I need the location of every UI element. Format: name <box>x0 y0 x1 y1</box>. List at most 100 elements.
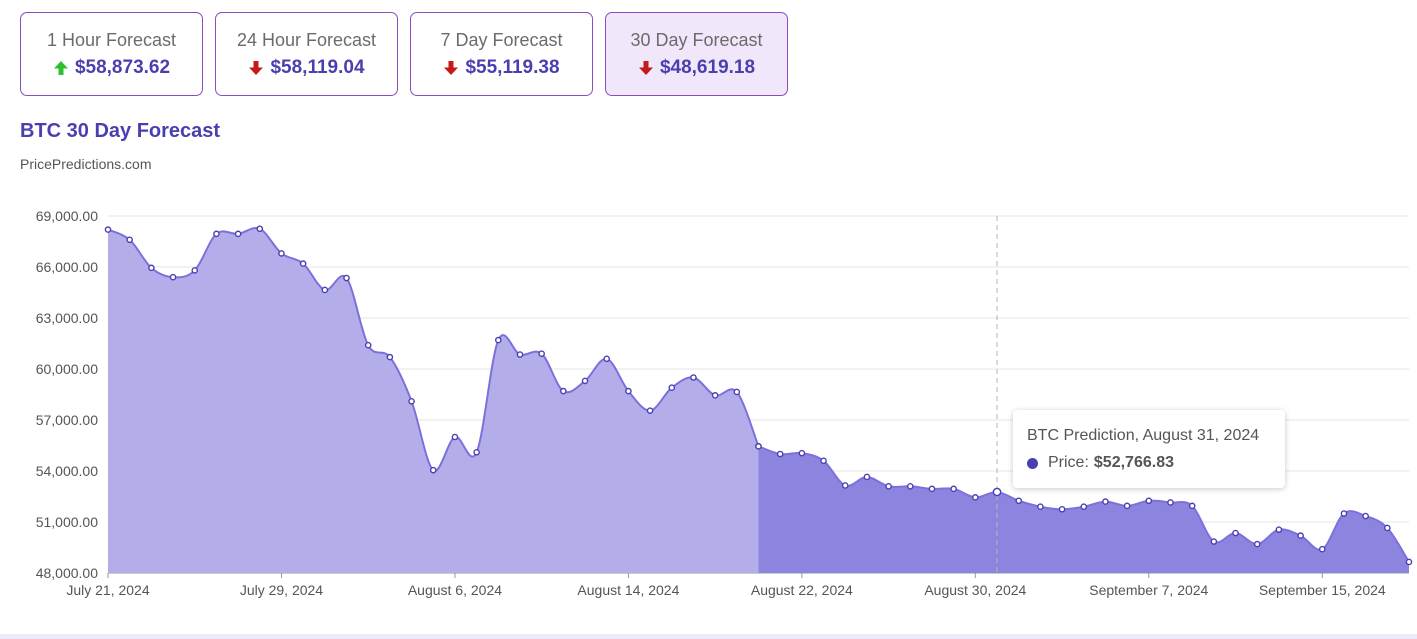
data-point <box>711 392 719 399</box>
tooltip-title: BTC Prediction, August 31, 2024 <box>1027 427 1260 444</box>
forecast-card-24-hour[interactable]: 24 Hour Forecast $58,119.04 <box>215 12 398 96</box>
forecast-card-7-day[interactable]: 7 Day Forecast $55,119.38 <box>410 12 593 96</box>
data-point <box>950 485 957 493</box>
data-point <box>408 397 415 405</box>
data-point <box>364 341 372 349</box>
y-tick-label: 60,000.00 <box>36 361 98 377</box>
data-point <box>1145 497 1153 505</box>
forecast-cards: 1 Hour Forecast $58,873.62 24 Hour Forecas… <box>20 12 788 96</box>
data-point <box>429 466 437 474</box>
data-point <box>386 353 394 361</box>
y-tick-label: 51,000.00 <box>36 514 98 530</box>
data-point <box>343 274 350 282</box>
data-point <box>299 260 307 267</box>
data-point <box>191 267 199 274</box>
data-point <box>104 226 112 233</box>
series-dot-icon <box>1027 457 1038 469</box>
data-point <box>1297 532 1304 539</box>
tooltip-label: Price: <box>1048 454 1089 471</box>
forecast-chart: 69,000.00 66,000.00 63,000.00 60,000.00 57,0… <box>36 208 1413 598</box>
card-value: $48,619.18 <box>659 56 756 78</box>
data-point <box>603 355 611 363</box>
data-point <box>972 494 979 501</box>
card-value-row: $48,619.18 <box>638 57 755 79</box>
data-point <box>1037 503 1044 511</box>
card-title: 7 Day Forecast <box>440 29 563 50</box>
y-tick-label: 69,000.00 <box>36 208 98 224</box>
card-title: 24 Hour Forecast <box>236 29 377 50</box>
data-point <box>321 286 329 294</box>
data-point <box>1210 538 1218 545</box>
data-point <box>1384 524 1391 532</box>
data-point <box>928 485 936 493</box>
arrow-up-icon <box>53 60 68 75</box>
data-point <box>1058 505 1066 513</box>
x-tick-label: July 29, 2024 <box>240 582 323 598</box>
data-point <box>906 482 914 490</box>
data-point <box>1102 498 1109 505</box>
data-point <box>885 482 892 490</box>
chart-tooltip: BTC Prediction, August 31, 2024 Price: $… <box>1013 410 1285 488</box>
data-point <box>733 388 741 396</box>
data-point <box>1253 540 1261 548</box>
data-point <box>473 448 480 456</box>
forecast-card-30-day[interactable]: 30 Day Forecast $48,619.18 <box>605 12 788 96</box>
data-point <box>581 377 589 385</box>
card-value: $58,873.62 <box>74 56 171 78</box>
arrow-down-icon <box>444 60 459 75</box>
data-point <box>798 449 806 457</box>
arrow-down-icon <box>249 60 264 75</box>
data-point <box>690 374 697 381</box>
data-point <box>494 336 502 344</box>
arrow-down-icon <box>638 60 653 75</box>
data-point <box>1188 502 1196 510</box>
y-tick-label: 48,000.00 <box>36 565 98 581</box>
card-value: $55,119.38 <box>465 56 560 78</box>
data-point <box>841 482 849 489</box>
historical-area <box>108 227 759 573</box>
data-point <box>256 225 264 233</box>
card-title: 30 Day Forecast <box>630 29 763 50</box>
data-point <box>538 350 545 357</box>
tooltip-value: $52,766.83 <box>1093 454 1174 471</box>
card-value-row: $58,119.04 <box>248 57 365 79</box>
chart-source: PricePredictions.com <box>20 156 152 172</box>
data-point <box>755 443 762 450</box>
data-point <box>1275 526 1283 533</box>
card-title: 1 Hour Forecast <box>46 29 177 50</box>
card-value-row: $58,873.62 <box>53 57 170 79</box>
data-point <box>863 473 871 481</box>
y-tick-label: 57,000.00 <box>36 412 98 428</box>
data-point <box>1167 499 1174 506</box>
data-point <box>1340 510 1348 517</box>
y-tick-label: 63,000.00 <box>36 310 98 326</box>
data-point <box>625 387 632 395</box>
data-point <box>451 433 459 441</box>
x-tick-label: July 21, 2024 <box>66 582 149 598</box>
x-tick-label: August 6, 2024 <box>408 582 502 598</box>
x-tick-label: August 14, 2024 <box>577 582 679 598</box>
card-value-row: $55,119.38 <box>443 56 560 79</box>
data-point <box>668 384 676 391</box>
data-point <box>234 230 242 238</box>
data-point <box>776 450 784 458</box>
y-tick-label: 66,000.00 <box>36 259 98 275</box>
x-tick-label: August 22, 2024 <box>751 582 853 598</box>
chart-title: BTC 30 Day Forecast <box>20 120 221 142</box>
data-point <box>560 387 567 395</box>
data-point <box>516 351 524 358</box>
data-point <box>1123 502 1131 510</box>
data-point <box>1405 558 1413 566</box>
data-point <box>992 487 1002 497</box>
bottom-divider <box>0 634 1417 639</box>
x-tick-label: September 15, 2024 <box>1259 582 1386 598</box>
data-point <box>126 236 133 244</box>
forecast-card-1-hour[interactable]: 1 Hour Forecast $58,873.62 <box>20 12 203 96</box>
data-point <box>278 250 285 257</box>
data-point <box>1232 529 1239 537</box>
y-tick-label: 54,000.00 <box>36 463 98 479</box>
tooltip-row: Price: $52,766.83 <box>1027 454 1271 472</box>
data-point <box>213 230 220 238</box>
data-point <box>148 264 155 272</box>
data-point <box>1362 512 1369 520</box>
